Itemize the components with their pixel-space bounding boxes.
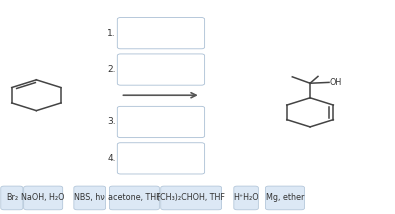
FancyBboxPatch shape bbox=[265, 186, 305, 210]
FancyBboxPatch shape bbox=[117, 54, 205, 85]
Text: Br₂: Br₂ bbox=[6, 193, 18, 202]
Text: 3.: 3. bbox=[107, 117, 116, 126]
Text: (CH₃)₂CHOH, THF: (CH₃)₂CHOH, THF bbox=[157, 193, 225, 202]
FancyBboxPatch shape bbox=[117, 106, 205, 138]
Text: 1.: 1. bbox=[107, 29, 116, 38]
Text: NBS, hν: NBS, hν bbox=[74, 193, 105, 202]
FancyBboxPatch shape bbox=[161, 186, 222, 210]
FancyBboxPatch shape bbox=[109, 186, 159, 210]
Text: acetone, THF: acetone, THF bbox=[108, 193, 161, 202]
FancyBboxPatch shape bbox=[117, 143, 205, 174]
FancyBboxPatch shape bbox=[117, 18, 205, 49]
FancyBboxPatch shape bbox=[24, 186, 63, 210]
Text: NaOH, H₂O: NaOH, H₂O bbox=[21, 193, 65, 202]
FancyBboxPatch shape bbox=[234, 186, 258, 210]
Text: 4.: 4. bbox=[107, 154, 116, 163]
FancyBboxPatch shape bbox=[74, 186, 105, 210]
Text: OH: OH bbox=[330, 78, 342, 87]
FancyBboxPatch shape bbox=[1, 186, 23, 210]
Text: Mg, ether: Mg, ether bbox=[266, 193, 304, 202]
Text: 2.: 2. bbox=[107, 65, 116, 74]
Text: H⁺H₂O: H⁺H₂O bbox=[233, 193, 259, 202]
